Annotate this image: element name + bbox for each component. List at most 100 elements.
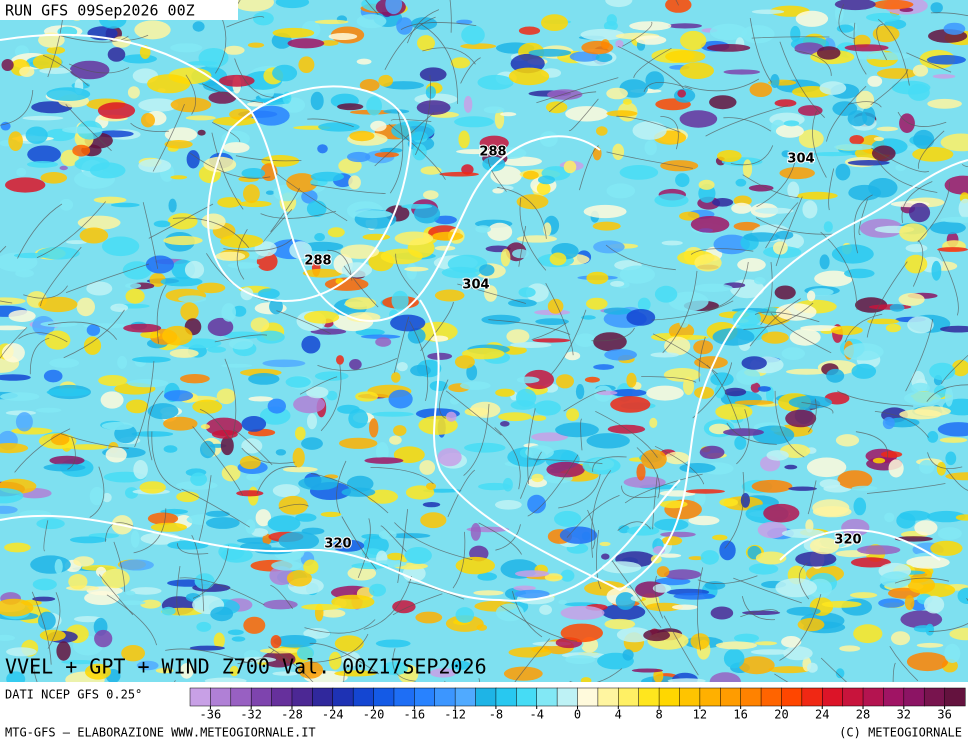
field-blob	[127, 86, 140, 99]
field-blob	[596, 126, 608, 136]
field-blob	[107, 47, 126, 62]
streamline	[801, 402, 834, 414]
streamline	[192, 426, 244, 496]
streamline	[0, 327, 28, 360]
field-blob	[167, 540, 209, 550]
colorbar-swatch	[944, 687, 966, 707]
field-blob	[610, 396, 651, 413]
field-blob	[310, 171, 344, 182]
field-blob	[641, 449, 667, 470]
field-blob	[298, 476, 339, 491]
field-blob	[163, 445, 178, 453]
streamline	[17, 203, 63, 259]
field-blob	[672, 604, 698, 610]
field-blob	[694, 386, 715, 399]
streamline	[494, 427, 521, 490]
colorbar-swatch	[536, 687, 558, 707]
field-blob	[337, 103, 364, 111]
field-blob	[76, 297, 96, 317]
field-blob	[918, 459, 935, 474]
field-blob	[194, 573, 215, 590]
field-blob	[907, 576, 936, 594]
field-blob	[367, 489, 399, 504]
streamline	[214, 334, 268, 343]
colorbar-swatch	[883, 687, 905, 707]
streamline	[40, 246, 82, 307]
field-blob	[125, 282, 142, 289]
streamline	[520, 451, 542, 499]
field-blob	[331, 594, 375, 610]
field-blob	[221, 465, 241, 482]
streamline	[106, 594, 157, 646]
field-blob	[121, 645, 145, 662]
field-blob	[558, 599, 568, 605]
field-blob	[349, 359, 362, 370]
field-blob	[619, 165, 659, 180]
field-blob	[926, 55, 967, 65]
streamline	[724, 471, 745, 549]
field-blob	[254, 241, 277, 257]
field-blob	[134, 20, 171, 40]
streamline	[0, 245, 7, 253]
field-blob	[196, 282, 226, 294]
field-blob	[645, 602, 683, 612]
field-blob	[267, 515, 301, 532]
field-blob	[535, 318, 569, 325]
field-blob	[252, 105, 290, 126]
field-blob	[683, 377, 694, 395]
field-blob	[889, 303, 905, 312]
field-blob	[473, 590, 504, 596]
field-blob	[74, 616, 102, 623]
field-blob	[38, 611, 56, 630]
field-blob	[644, 140, 657, 156]
field-blob	[270, 635, 282, 649]
field-blob	[0, 443, 29, 454]
streamline	[29, 337, 50, 375]
field-blob	[314, 371, 349, 381]
field-blob	[783, 120, 800, 127]
field-blob	[138, 158, 172, 173]
streamline	[743, 302, 814, 330]
field-blob	[139, 481, 166, 494]
field-blob	[665, 0, 692, 13]
streamline	[527, 408, 536, 485]
field-blob	[50, 433, 70, 446]
field-blob	[851, 363, 877, 379]
field-blob	[328, 651, 342, 670]
field-blob	[528, 48, 572, 57]
colorbar-tick-label: 8	[655, 708, 662, 722]
field-blob	[219, 74, 255, 87]
field-blob	[477, 572, 498, 581]
streamline	[262, 209, 293, 243]
field-blob	[675, 173, 690, 188]
field-blob	[412, 143, 427, 161]
field-blob	[926, 510, 966, 523]
streamline	[587, 509, 596, 550]
streamline	[388, 123, 446, 180]
field-blob	[314, 233, 325, 242]
colorbar-swatch	[312, 687, 334, 707]
streamline	[917, 130, 945, 169]
streamline	[48, 321, 118, 340]
streamline	[497, 186, 547, 239]
field-blob	[876, 126, 898, 132]
field-blob	[221, 363, 253, 368]
field-blob	[392, 600, 416, 614]
field-blob	[951, 359, 968, 377]
field-blob	[713, 234, 750, 255]
field-blob	[774, 285, 796, 300]
field-blob	[645, 71, 665, 90]
field-blob	[601, 561, 642, 574]
field-blob	[185, 115, 216, 121]
field-blob	[13, 252, 50, 259]
streamline	[23, 285, 68, 299]
field-blob	[610, 280, 625, 287]
field-blob	[637, 297, 651, 312]
field-blob	[663, 569, 702, 580]
field-blob	[630, 595, 643, 602]
field-blob	[734, 435, 747, 450]
field-blob	[719, 498, 738, 507]
field-blob	[937, 422, 968, 437]
field-blob	[835, 668, 845, 679]
streamline	[624, 473, 703, 504]
